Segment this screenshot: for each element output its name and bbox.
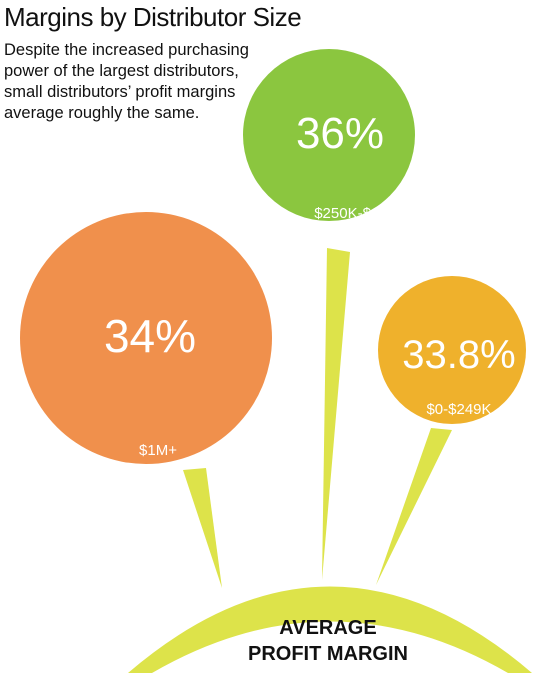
category-label-small: $0-$249K	[426, 401, 491, 418]
base-label-line1: AVERAGE	[279, 617, 376, 639]
value-label-small: 33.8%	[402, 333, 515, 377]
value-label-large: 34%	[104, 310, 196, 362]
stem-large	[183, 468, 222, 588]
base-label-line2: PROFIT MARGIN	[248, 643, 408, 665]
chart-title: Margins by Distributor Size	[4, 2, 302, 32]
value-label-mid: 36%	[296, 109, 384, 158]
average-arc	[128, 586, 532, 673]
stem-mid	[322, 248, 350, 580]
chart-subtitle: Despite the increased purchasing power o…	[4, 41, 249, 122]
category-label-large: $1M+	[139, 442, 177, 459]
bubble-small	[378, 276, 526, 424]
bubble-mid	[243, 49, 415, 221]
stem-small	[376, 428, 452, 585]
bubble-large	[20, 212, 272, 464]
category-label-mid: $250K-$1M	[314, 205, 392, 222]
